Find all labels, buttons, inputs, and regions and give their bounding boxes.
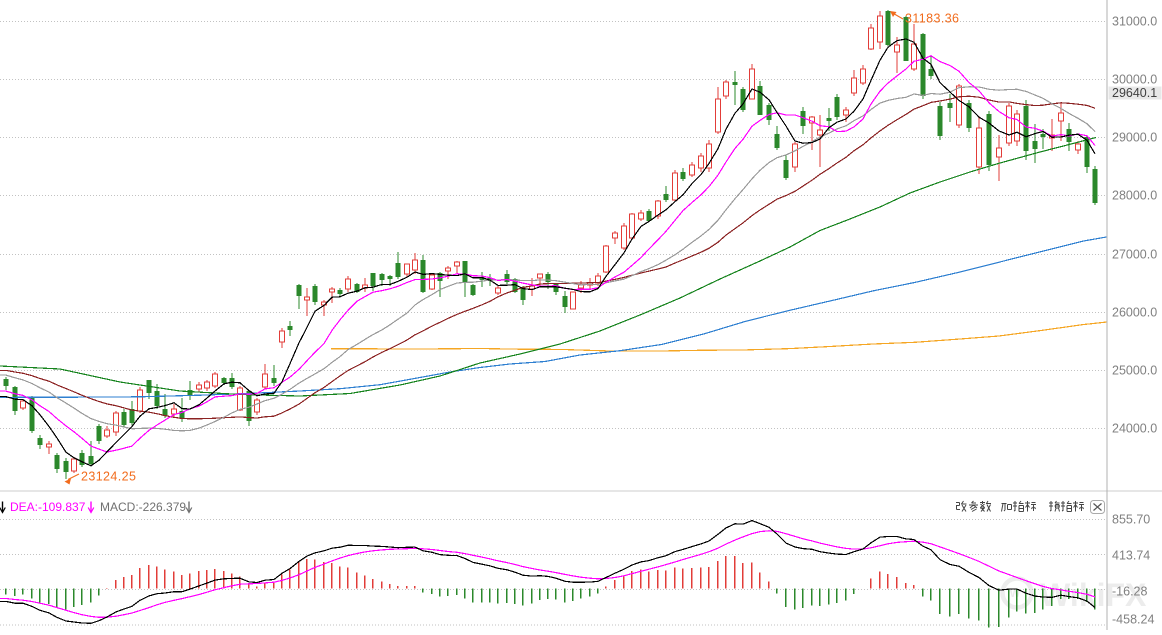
svg-text:DEA:-109.837: DEA:-109.837 <box>10 500 86 514</box>
svg-text:25000.0: 25000.0 <box>1112 364 1157 378</box>
svg-text:24000.0: 24000.0 <box>1112 422 1157 436</box>
svg-text:-16.28: -16.28 <box>1112 585 1147 599</box>
svg-text:29000.0: 29000.0 <box>1112 131 1157 145</box>
svg-text:28000.0: 28000.0 <box>1112 189 1157 203</box>
svg-text:413.74: 413.74 <box>1112 549 1150 563</box>
svg-text:31000.0: 31000.0 <box>1112 15 1157 29</box>
svg-text:-458.24: -458.24 <box>1112 613 1154 627</box>
svg-text:31183.36: 31183.36 <box>905 12 959 26</box>
svg-text:MACD:-226.379: MACD:-226.379 <box>100 500 186 514</box>
svg-text:23124.25: 23124.25 <box>81 470 136 484</box>
svg-text:27000.0: 27000.0 <box>1112 248 1157 262</box>
svg-text:30000.0: 30000.0 <box>1112 73 1157 87</box>
svg-text:26000.0: 26000.0 <box>1112 306 1157 320</box>
svg-text:29640.1: 29640.1 <box>1112 86 1157 100</box>
svg-text:855.70: 855.70 <box>1112 512 1150 526</box>
